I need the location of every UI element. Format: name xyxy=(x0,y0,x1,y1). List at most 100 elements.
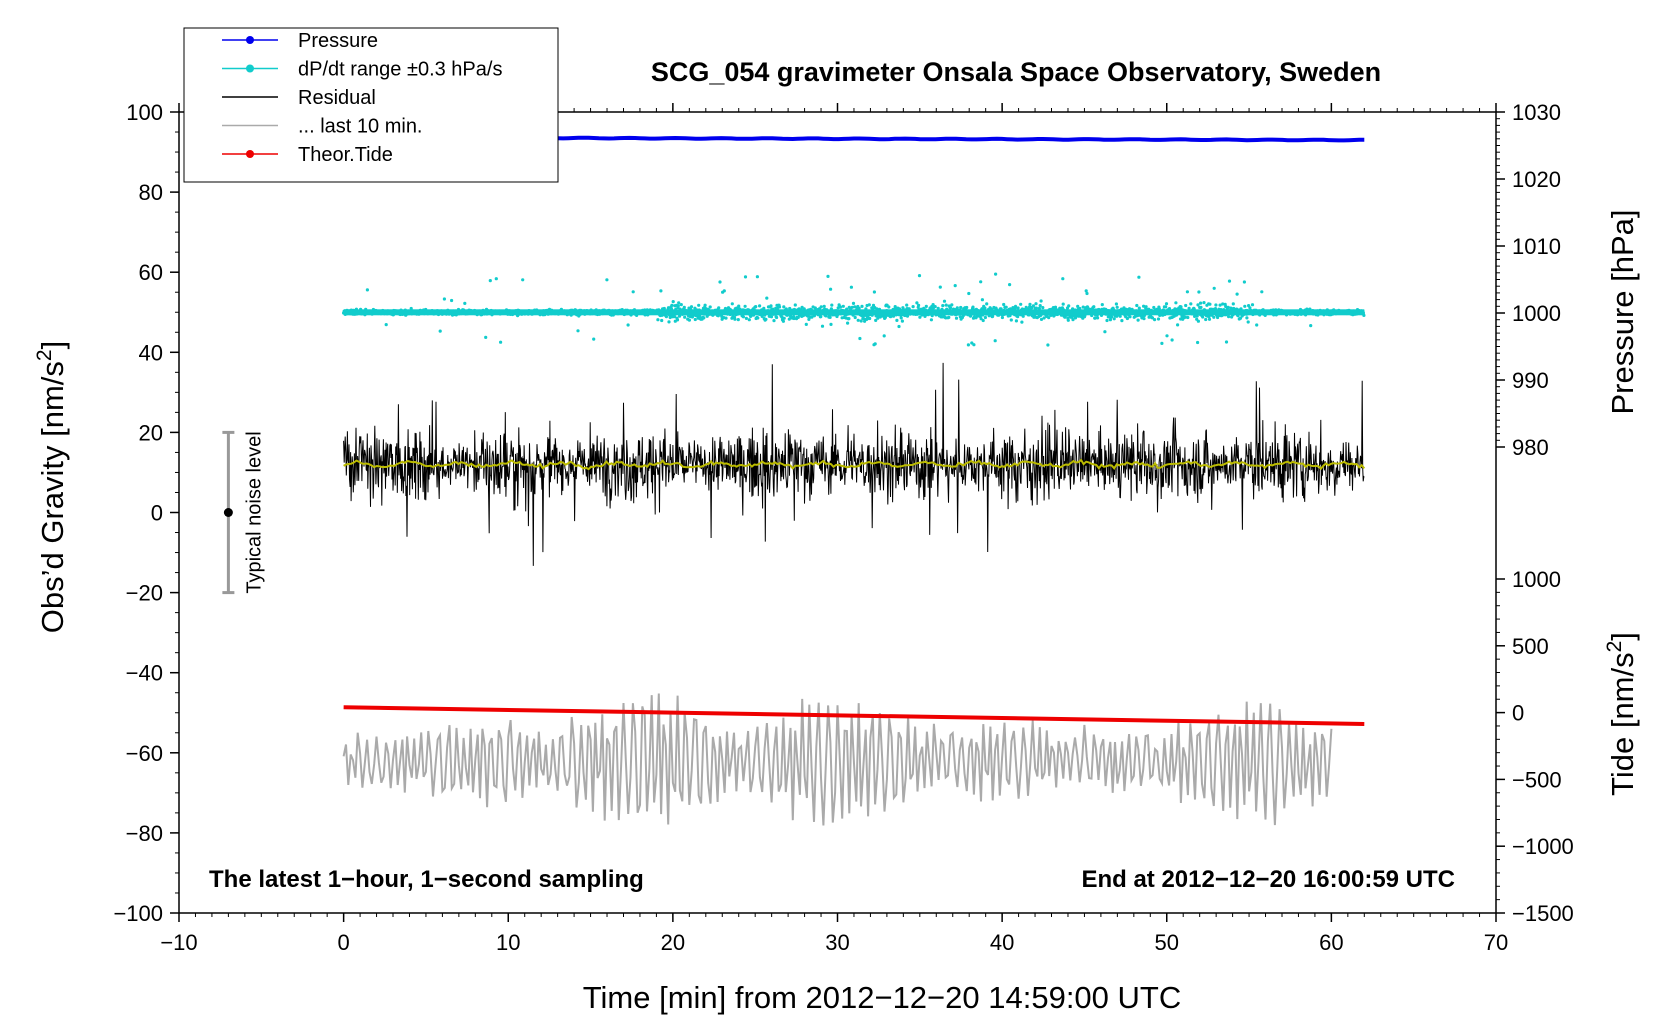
dpdt-point xyxy=(1092,305,1096,309)
dpdt-point xyxy=(703,303,707,307)
dpdt-point xyxy=(743,275,748,279)
dpdt-point xyxy=(1189,302,1193,306)
dpdt-point xyxy=(1047,316,1051,320)
dpdt-point xyxy=(994,272,998,276)
dpdt-point xyxy=(384,323,388,327)
dpdt-point xyxy=(730,302,734,306)
legend-item: Pressure xyxy=(222,30,378,52)
dpdt-point xyxy=(860,304,864,308)
dpdt-point xyxy=(772,319,776,323)
dpdt-point xyxy=(1039,299,1043,303)
last-10-min-line xyxy=(342,693,1333,826)
dpdt-point xyxy=(1227,279,1232,283)
dpdt-point xyxy=(883,315,888,319)
dpdt-point xyxy=(1041,306,1045,310)
dpdt-point xyxy=(1096,316,1100,320)
dpdt-point xyxy=(915,301,919,305)
dpdt-point xyxy=(1120,319,1124,323)
dpdt-point xyxy=(1183,315,1187,319)
dpdt-point xyxy=(1165,334,1169,338)
tide-tick-label: −500 xyxy=(1512,767,1562,792)
dpdt-point xyxy=(693,317,697,322)
dpdt-point xyxy=(1016,315,1020,319)
dpdt-point xyxy=(664,315,669,319)
noise-level-label: Typical noise level xyxy=(243,431,265,593)
dpdt-point xyxy=(488,279,492,283)
dpdt-point xyxy=(1014,304,1018,308)
dpdt-point xyxy=(792,316,796,321)
y-tick-label: −80 xyxy=(126,821,163,846)
dpdt-point xyxy=(1112,317,1116,321)
dpdt-point xyxy=(733,317,737,321)
dpdt-point xyxy=(859,319,863,323)
dpdt-point xyxy=(911,305,915,309)
dpdt-point xyxy=(804,322,808,326)
dpdt-point xyxy=(1019,302,1023,306)
dpdt-point xyxy=(1164,305,1168,309)
dpdt-point xyxy=(717,306,721,310)
dpdt-point xyxy=(1142,317,1146,321)
dpdt-point xyxy=(1250,303,1255,307)
dpdt-point xyxy=(1174,301,1178,305)
dpdt-point xyxy=(484,335,488,339)
dpdt-point xyxy=(1037,306,1041,310)
residual-line xyxy=(343,362,1365,566)
dpdt-point xyxy=(1067,304,1071,308)
x-axis-ticks: −10 0 10 20 30 40 50 60 70 xyxy=(160,103,1508,955)
dpdt-point xyxy=(862,317,866,321)
dpdt-point xyxy=(1243,304,1247,308)
dpdt-point xyxy=(829,287,833,291)
dpdt-point xyxy=(873,342,877,346)
dpdt-point xyxy=(929,318,934,322)
dpdt-point xyxy=(683,315,687,319)
dpdt-point xyxy=(847,317,851,321)
dpdt-point xyxy=(1196,303,1200,307)
dpdt-point xyxy=(775,315,779,320)
tide-tick-label: −1500 xyxy=(1512,901,1574,926)
series-residual xyxy=(343,362,1365,566)
dpdt-point xyxy=(819,315,823,319)
dpdt-point xyxy=(1084,289,1088,293)
dpdt-point xyxy=(1187,306,1191,310)
dpdt-point xyxy=(672,315,677,319)
dpdt-point xyxy=(1042,316,1046,320)
dpdt-point xyxy=(1202,301,1206,305)
dpdt-point xyxy=(993,339,997,343)
y-tick-label: −60 xyxy=(126,741,163,766)
dpdt-point xyxy=(1135,303,1139,308)
dpdt-point xyxy=(1186,315,1190,320)
dpdt-point xyxy=(955,306,959,310)
dpdt-point xyxy=(1114,302,1118,306)
legend-label: Theor.Tide xyxy=(298,144,393,166)
pressure-tick-label: 1000 xyxy=(1512,301,1561,326)
dpdt-point xyxy=(868,316,872,321)
dpdt-point xyxy=(1086,306,1090,310)
y-tick-label: 40 xyxy=(139,340,163,365)
legend-item: Residual xyxy=(222,87,376,109)
dpdt-point xyxy=(1199,305,1203,309)
dpdt-point xyxy=(754,305,758,309)
dpdt-point xyxy=(689,305,694,309)
dpdt-point xyxy=(1160,341,1164,345)
dpdt-point xyxy=(670,303,674,307)
dpdt-point xyxy=(882,334,886,338)
dpdt-point xyxy=(1212,286,1216,290)
y-tick-label: 0 xyxy=(151,501,163,526)
y-axis-title: Obs’d Gravity [nm/s2] xyxy=(33,341,70,634)
dpdt-point xyxy=(888,315,893,319)
x-tick-label: 20 xyxy=(661,930,685,955)
dpdt-point xyxy=(1242,280,1246,284)
dpdt-point xyxy=(924,304,928,308)
dpdt-point xyxy=(1128,315,1132,319)
dpdt-point xyxy=(967,291,971,296)
dpdt-point xyxy=(936,306,940,310)
dpdt-point xyxy=(950,303,954,307)
dpdt-point xyxy=(1156,317,1161,321)
legend-label: Residual xyxy=(298,87,376,109)
dpdt-point xyxy=(1255,323,1259,327)
dpdt-point xyxy=(769,315,774,319)
dpdt-point xyxy=(438,329,442,333)
dpdt-point xyxy=(659,289,663,293)
dpdt-point xyxy=(1125,316,1129,321)
tide-line xyxy=(343,705,1365,726)
